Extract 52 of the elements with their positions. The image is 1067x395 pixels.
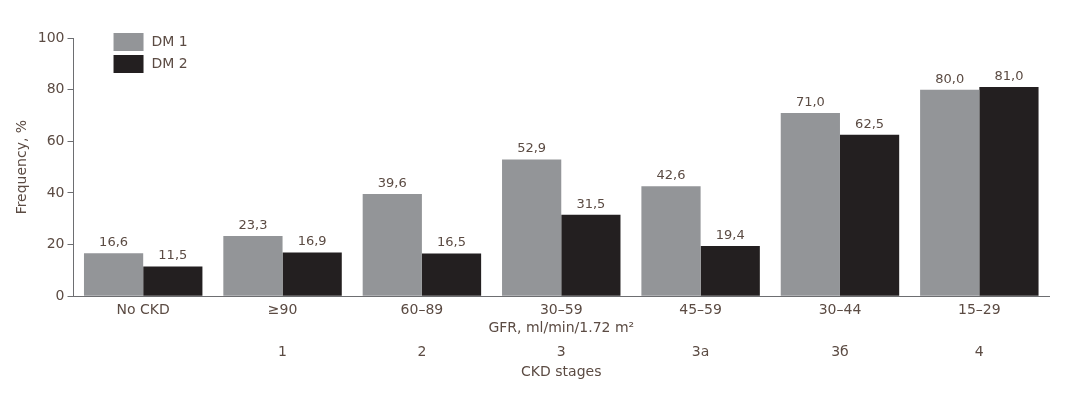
text: 3б bbox=[831, 342, 849, 359]
text: 4 bbox=[974, 342, 984, 359]
data-label: 71,0 bbox=[795, 93, 825, 109]
bar bbox=[780, 112, 840, 296]
bar bbox=[641, 186, 701, 296]
data-label: 62,5 bbox=[855, 115, 885, 131]
bar bbox=[561, 214, 621, 296]
data-label: 16,6 bbox=[99, 234, 129, 250]
text: CKD stages bbox=[521, 362, 602, 379]
x-tick-label: ≥90 bbox=[267, 301, 298, 318]
data-label: 42,6 bbox=[656, 167, 686, 183]
x-axis-title: GFR, ml/min/1.72 m² bbox=[488, 318, 635, 335]
x-tick-label: 30–44 bbox=[818, 301, 862, 318]
bar bbox=[920, 89, 980, 296]
data-label: 11,5 bbox=[158, 247, 188, 263]
text: 3 bbox=[556, 342, 566, 359]
bar bbox=[421, 253, 482, 296]
legend-label: DM 2 bbox=[151, 54, 188, 71]
data-label: 23,3 bbox=[238, 216, 268, 232]
y-tick-label: 20 bbox=[46, 235, 65, 252]
bar bbox=[83, 253, 144, 296]
x-tick-label: 60–89 bbox=[400, 301, 444, 318]
y-axis-title: Frequency, % bbox=[13, 119, 30, 215]
bar bbox=[143, 266, 203, 296]
x-tick-label: 30–59 bbox=[539, 301, 583, 318]
x-tick-label: 15–29 bbox=[958, 301, 1001, 318]
data-label: 16,9 bbox=[297, 233, 327, 249]
y-tick-label: 40 bbox=[46, 183, 65, 200]
bar bbox=[502, 159, 562, 296]
y-tick-label: 60 bbox=[46, 131, 65, 148]
y-tick-label: 100 bbox=[37, 28, 65, 45]
text: 3а bbox=[691, 342, 710, 359]
bar bbox=[223, 236, 283, 296]
data-label: 39,6 bbox=[377, 174, 407, 190]
data-label: 19,4 bbox=[715, 226, 745, 242]
x-tick-label: 45–59 bbox=[679, 301, 722, 318]
data-label: 52,9 bbox=[517, 140, 547, 156]
bar bbox=[282, 252, 342, 296]
bar bbox=[362, 193, 422, 296]
data-label: 81,0 bbox=[994, 67, 1024, 83]
bar bbox=[700, 246, 760, 296]
data-label: 31,5 bbox=[576, 195, 606, 211]
data-label: 16,5 bbox=[437, 234, 466, 250]
y-tick-label: 0 bbox=[55, 286, 65, 303]
bar bbox=[839, 134, 900, 296]
text: 1 bbox=[278, 342, 288, 359]
y-tick-label: 80 bbox=[46, 80, 65, 97]
bar bbox=[979, 87, 1039, 296]
legend-label: DM 1 bbox=[151, 32, 188, 49]
data-label: 80,0 bbox=[935, 70, 965, 86]
x-tick-label: No CKD bbox=[116, 301, 170, 318]
text: 2 bbox=[417, 342, 427, 359]
